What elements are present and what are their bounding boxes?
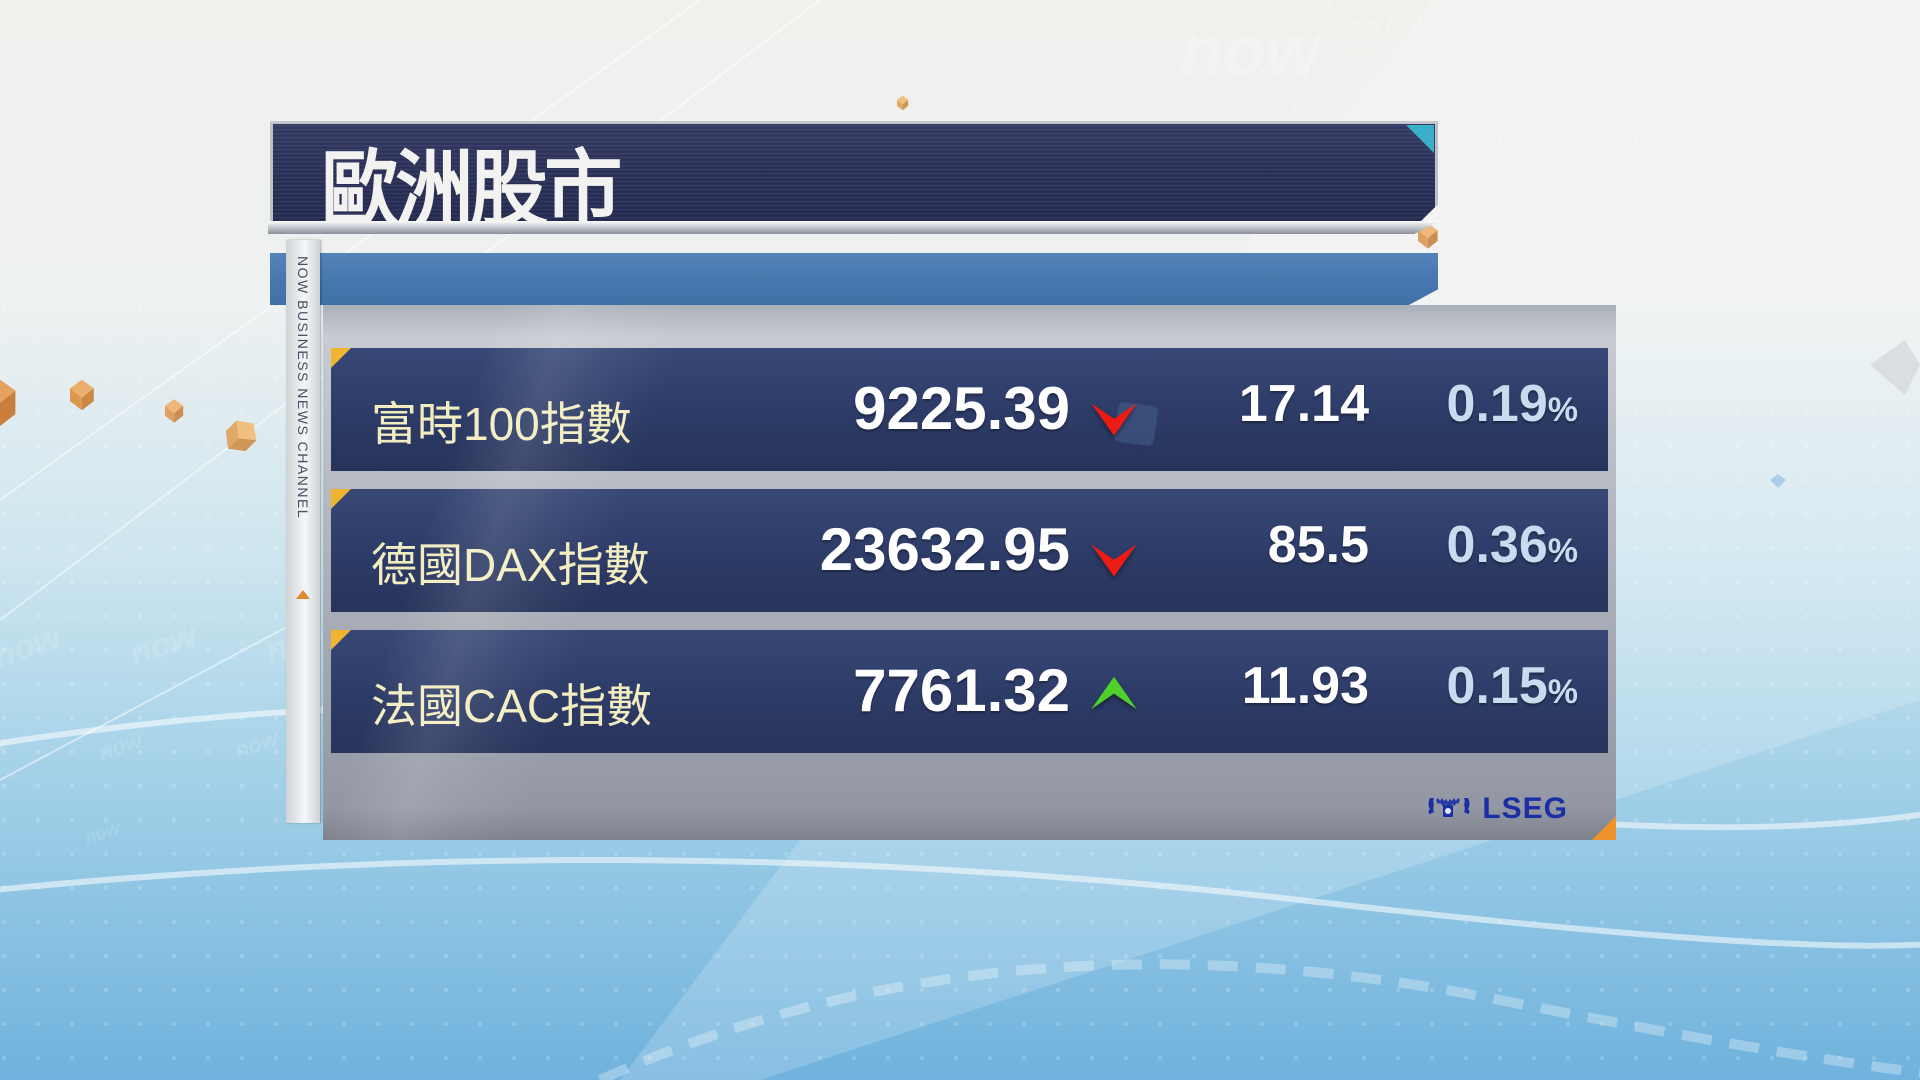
svg-text:now: now (1180, 12, 1325, 90)
svg-text:Tonight: Tonight (1345, 92, 1377, 103)
svg-text:BUSINESS NEWS EVERY 30 MINUTES: BUSINESS NEWS EVERY 30 MINUTES (1345, 48, 1527, 59)
svg-text:now NEWS: now NEWS (1345, 14, 1440, 34)
